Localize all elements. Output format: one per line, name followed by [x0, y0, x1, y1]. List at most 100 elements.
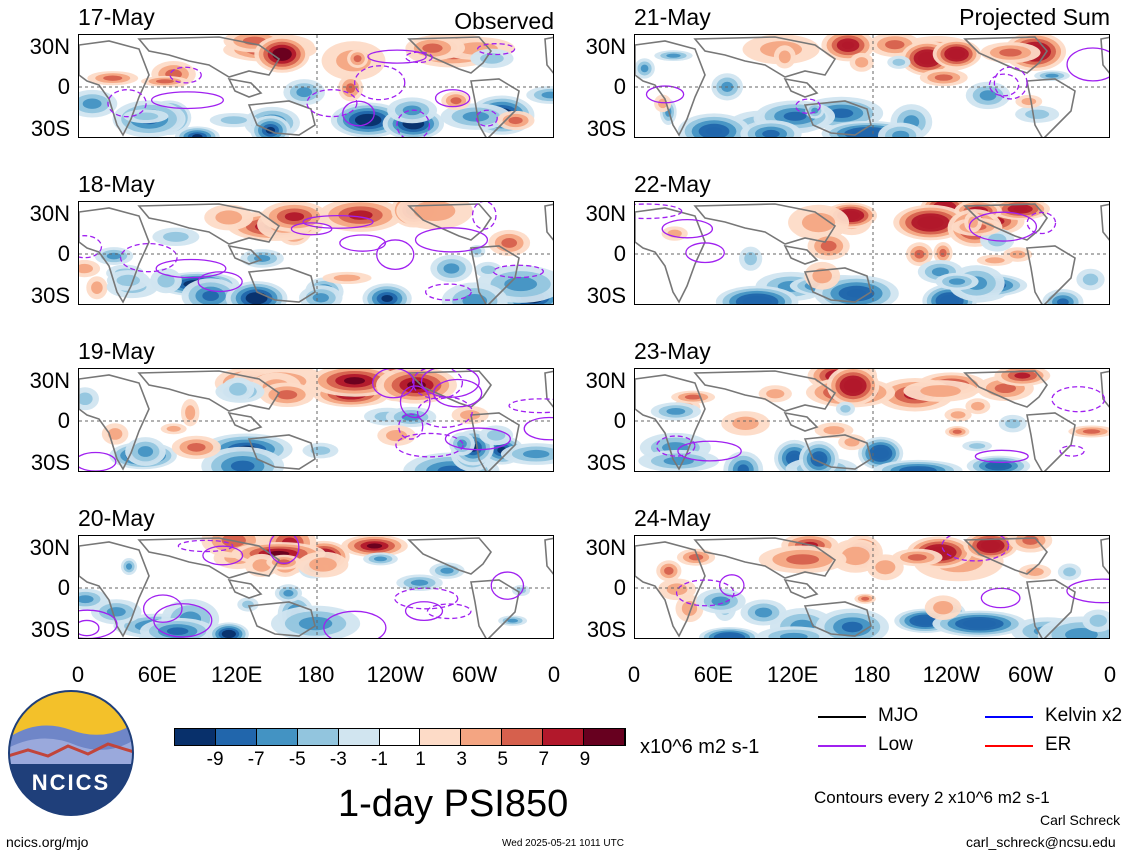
lat-tick-label: 30S: [586, 116, 626, 141]
map-panel: [78, 368, 554, 472]
anomaly-blob: [410, 579, 429, 586]
lon-tick-label: 120W: [922, 662, 981, 687]
legend-line-kelvin: [985, 716, 1033, 718]
anomaly-blob: [187, 442, 206, 452]
anomaly-blob: [501, 238, 518, 248]
contour-low: [661, 218, 714, 239]
contour-low: [142, 594, 183, 623]
map-panel: [78, 34, 554, 138]
coastline: [1100, 537, 1109, 575]
contour-low: [675, 579, 735, 607]
contour-low: [153, 603, 213, 638]
projected-sum-label: Projected Sum: [959, 4, 1110, 30]
contour-low: [433, 378, 483, 408]
map-field: [635, 536, 1109, 638]
lat-tick-label: 0: [57, 74, 70, 99]
panel-date-label: 22-May: [634, 171, 711, 197]
anomaly-blob: [345, 83, 356, 94]
coastline: [470, 412, 520, 471]
anomaly-blob: [1082, 429, 1101, 434]
anomaly-blob: [829, 108, 854, 118]
colorbar-tick-label: -3: [329, 749, 347, 770]
coastline: [407, 36, 493, 74]
map-field: [79, 202, 553, 304]
anomaly-blob: [968, 216, 978, 228]
contour-low: [635, 203, 683, 220]
contour-low: [372, 369, 415, 399]
coastline: [1100, 370, 1109, 408]
lon-tick-label: 0: [1103, 662, 1117, 687]
contour-low: [79, 235, 103, 259]
map-panel: [634, 368, 1110, 472]
anomaly-blob: [283, 589, 294, 597]
map-field: [79, 369, 553, 471]
anomaly-blob: [950, 411, 966, 419]
legend-line-low: [818, 745, 866, 747]
coastline: [783, 411, 819, 432]
contour-low: [1051, 386, 1106, 413]
legend-line-mjo: [818, 716, 866, 718]
lat-tick-label: 0: [613, 408, 626, 433]
panel-date-label: 24-May: [634, 505, 711, 531]
anomaly-blob: [892, 130, 910, 137]
lat-tick-label: 30S: [586, 450, 626, 475]
contour-low: [376, 239, 415, 271]
legend-label-low: Low: [878, 734, 913, 755]
anomaly-blob: [1014, 372, 1031, 379]
anomaly-blob: [272, 47, 292, 61]
coastline: [137, 537, 281, 579]
contour-low: [980, 587, 1021, 609]
anomaly-blob: [1089, 614, 1107, 627]
coastline: [544, 203, 553, 241]
coastline: [783, 578, 819, 599]
coastline: [803, 601, 872, 637]
colorbar-swatch: [297, 729, 339, 745]
coastline: [1100, 36, 1109, 74]
anomaly-blob: [422, 43, 443, 53]
coastline: [1026, 412, 1076, 471]
contour-low: [492, 264, 544, 279]
contour-low: [323, 610, 387, 638]
colorbar-tick-label: -5: [288, 749, 306, 770]
panel-date-label: 23-May: [634, 338, 711, 364]
lon-tick-label: 0: [547, 662, 561, 687]
anomaly-blob: [185, 405, 196, 421]
anomaly-blob: [969, 443, 986, 449]
coastline: [693, 203, 837, 245]
panel-date-label: 18-May: [78, 171, 155, 197]
anomaly-blob: [79, 263, 93, 274]
contour-low: [268, 536, 300, 564]
lat-tick-label: 30N: [585, 535, 626, 560]
legend-label-kelvin: Kelvin x2: [1045, 705, 1123, 726]
coastline: [635, 207, 706, 304]
coastline: [1026, 78, 1076, 137]
anomaly-blob: [443, 263, 460, 274]
lat-tick-label: 30S: [30, 116, 70, 141]
anomaly-blob: [166, 627, 189, 635]
anomaly-blob: [705, 127, 723, 136]
anomaly-blob: [245, 292, 268, 304]
lat-tick-label: 0: [613, 575, 626, 600]
map-panel: [78, 201, 554, 305]
anomaly-blob: [373, 556, 388, 562]
coastline: [137, 203, 281, 245]
anomaly-blob: [296, 87, 313, 98]
coastline: [635, 374, 706, 471]
footer-url[interactable]: ncics.org/mjo: [6, 834, 89, 850]
colorbar-swatch: [256, 729, 298, 745]
colorbar-swatch: [175, 729, 216, 745]
colorbar-tick-label: -1: [371, 749, 388, 770]
coastline: [544, 36, 553, 74]
footer-email[interactable]: carl_schreck@ncsu.edu: [966, 834, 1116, 850]
contour-low: [79, 619, 100, 637]
anomaly-blob: [872, 447, 889, 460]
footer-author: Carl Schreck: [1040, 812, 1121, 828]
legend-label-mjo: MJO: [878, 705, 919, 726]
contour-low: [1059, 445, 1085, 457]
anomaly-blob: [155, 79, 174, 84]
coastline: [407, 537, 493, 575]
contour-low: [656, 435, 696, 457]
anomaly-blob: [1082, 273, 1099, 286]
lat-tick-label: 30S: [586, 617, 626, 642]
panel-date-label: 19-May: [78, 338, 155, 364]
